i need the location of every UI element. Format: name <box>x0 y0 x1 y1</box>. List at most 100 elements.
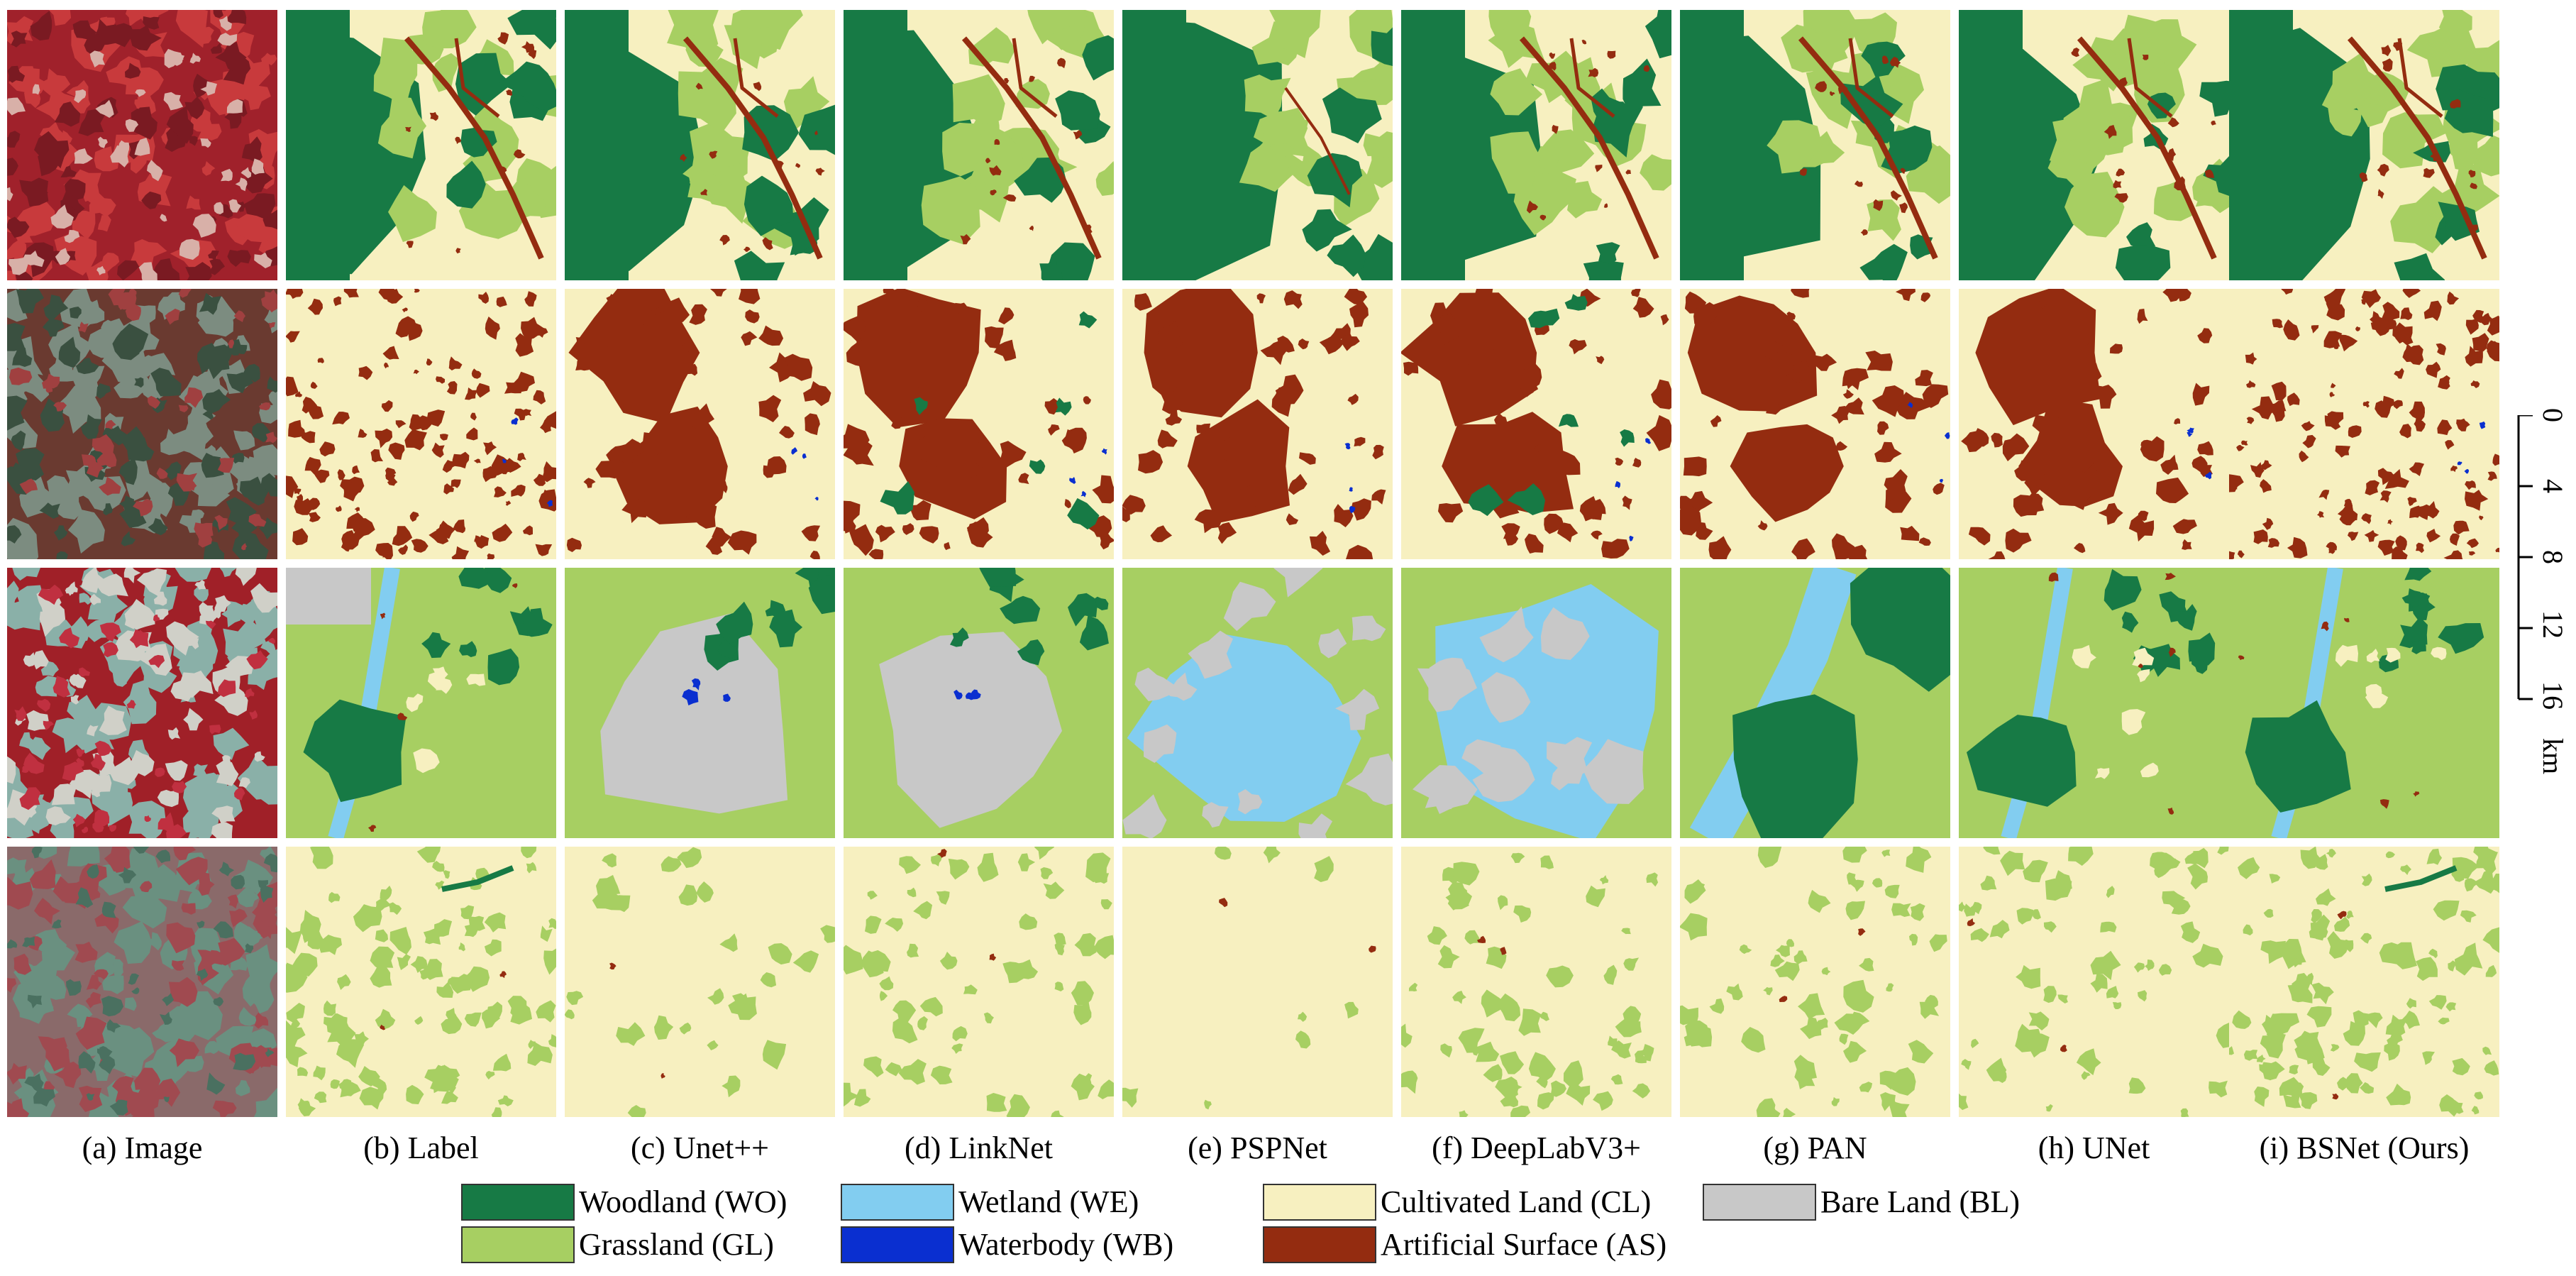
segmentation-map-row-4-col-6 <box>1401 847 1671 1117</box>
segmentation-map-row-2-col-2 <box>286 289 556 559</box>
column-caption-8: (h) UNet <box>2038 1131 2150 1165</box>
segmentation-map-row-1-col-4 <box>844 10 1114 280</box>
tile-graphic <box>1959 10 2229 280</box>
input-image-row-2-col-1 <box>7 289 277 559</box>
legend-label-1: Woodland (WO) <box>579 1184 787 1219</box>
scale-tick-4: 4 <box>2537 479 2569 493</box>
segmentation-map-row-3-col-6 <box>1401 568 1671 838</box>
segmentation-map-row-3-col-7 <box>1680 568 1950 838</box>
tile-graphic <box>1401 568 1671 838</box>
column-caption-1: (a) Image <box>82 1131 203 1165</box>
scale-tick-0: 0 <box>2537 408 2569 422</box>
scale-unit: km <box>2537 738 2569 775</box>
segmentation-map-row-3-col-4 <box>844 568 1114 838</box>
segmentation-map-row-2-col-9 <box>2229 289 2499 559</box>
legend-swatch-7 <box>1263 1226 1376 1263</box>
tile-graphic <box>1680 847 1950 1117</box>
segmentation-map-row-3-col-5 <box>1122 568 1393 838</box>
tile-graphic <box>1680 289 1950 559</box>
segmentation-map-row-1-col-5 <box>1122 10 1393 280</box>
column-caption-9: (i) BSNet (Ours) <box>2259 1131 2470 1165</box>
tile-graphic <box>1122 10 1393 280</box>
tile-graphic <box>844 568 1114 838</box>
tile-graphic <box>2229 568 2499 838</box>
legend-label-7: Artificial Surface (AS) <box>1381 1227 1667 1262</box>
segmentation-map-row-4-col-8 <box>1959 847 2229 1117</box>
segmentation-map-row-3-col-8 <box>1959 568 2229 838</box>
segmentation-map-row-4-col-5 <box>1122 847 1393 1117</box>
tile-graphic <box>286 289 556 559</box>
segmentation-map-row-2-col-8 <box>1959 289 2229 559</box>
segmentation-map-row-4-col-4 <box>844 847 1114 1117</box>
column-caption-5: (e) PSPNet <box>1188 1131 1327 1165</box>
legend-label-3: Cultivated Land (CL) <box>1381 1184 1652 1219</box>
tile-graphic <box>1680 568 1950 838</box>
tile-graphic <box>1959 568 2229 838</box>
legend-label-6: Waterbody (WB) <box>958 1227 1174 1262</box>
tile-graphic <box>7 847 277 1117</box>
tile-graphic <box>565 10 835 280</box>
scale-tick-8: 8 <box>2537 550 2569 564</box>
segmentation-map-row-4-col-3 <box>565 847 835 1117</box>
tile-graphic <box>1959 289 2229 559</box>
segmentation-map-row-2-col-5 <box>1122 289 1393 559</box>
segmentation-map-row-3-col-3 <box>565 568 835 838</box>
tile-graphic <box>565 568 835 838</box>
column-caption-4: (d) LinkNet <box>905 1131 1053 1165</box>
segmentation-map-row-2-col-3 <box>565 289 835 559</box>
legend-label-4: Bare Land (BL) <box>1820 1184 2020 1219</box>
scale-bar-graphic <box>2517 414 2533 700</box>
input-image-row-3-col-1 <box>7 568 277 838</box>
segmentation-map-row-4-col-9 <box>2229 847 2499 1117</box>
tile-graphic <box>2229 289 2499 559</box>
legend-swatch-6 <box>841 1226 954 1263</box>
tile-graphic <box>1959 847 2229 1117</box>
tile-graphic <box>565 847 835 1117</box>
tile-graphic <box>7 289 277 559</box>
tile-graphic <box>286 568 556 838</box>
tile-graphic <box>1401 289 1671 559</box>
scale-tick-12: 12 <box>2537 610 2569 639</box>
segmentation-map-row-1-col-8 <box>1959 10 2229 280</box>
segmentation-map-row-1-col-7 <box>1680 10 1950 280</box>
segmentation-map-row-2-col-7 <box>1680 289 1950 559</box>
segmentation-map-row-1-col-9 <box>2229 10 2499 280</box>
tile-graphic <box>286 10 556 280</box>
tile-graphic <box>844 847 1114 1117</box>
segmentation-map-row-1-col-2 <box>286 10 556 280</box>
tile-graphic <box>7 568 277 838</box>
legend-swatch-5 <box>461 1226 575 1263</box>
segmentation-map-row-1-col-6 <box>1401 10 1671 280</box>
column-caption-7: (g) PAN <box>1763 1131 1867 1165</box>
tile-graphic <box>2229 10 2499 280</box>
scale-bar: 0 4 8 12 16 km <box>2504 408 2576 784</box>
tile-graphic <box>1122 289 1393 559</box>
input-image-row-1-col-1 <box>7 10 277 280</box>
segmentation-map-row-4-col-2 <box>286 847 556 1117</box>
tile-graphic <box>7 10 277 280</box>
segmentation-map-row-4-col-7 <box>1680 847 1950 1117</box>
column-caption-3: (c) Unet++ <box>631 1131 769 1165</box>
tile-graphic <box>2229 847 2499 1117</box>
tile-graphic <box>1401 847 1671 1117</box>
tile-graphic <box>1122 568 1393 838</box>
legend-swatch-1 <box>461 1184 575 1221</box>
tile-graphic <box>844 10 1114 280</box>
segmentation-map-row-1-col-3 <box>565 10 835 280</box>
column-caption-6: (f) DeepLabV3+ <box>1432 1131 1641 1165</box>
legend-label-5: Grassland (GL) <box>579 1227 774 1262</box>
tile-graphic <box>286 847 556 1117</box>
tile-graphic <box>1401 10 1671 280</box>
legend-swatch-4 <box>1703 1184 1816 1221</box>
legend-swatch-3 <box>1263 1184 1376 1221</box>
legend-label-2: Wetland (WE) <box>958 1184 1139 1219</box>
scale-tick-16: 16 <box>2537 681 2569 710</box>
tile-graphic <box>844 289 1114 559</box>
tile-graphic <box>1122 847 1393 1117</box>
tile-graphic <box>565 289 835 559</box>
input-image-row-4-col-1 <box>7 847 277 1117</box>
segmentation-map-row-3-col-9 <box>2229 568 2499 838</box>
legend-swatch-2 <box>841 1184 954 1221</box>
segmentation-map-row-2-col-6 <box>1401 289 1671 559</box>
